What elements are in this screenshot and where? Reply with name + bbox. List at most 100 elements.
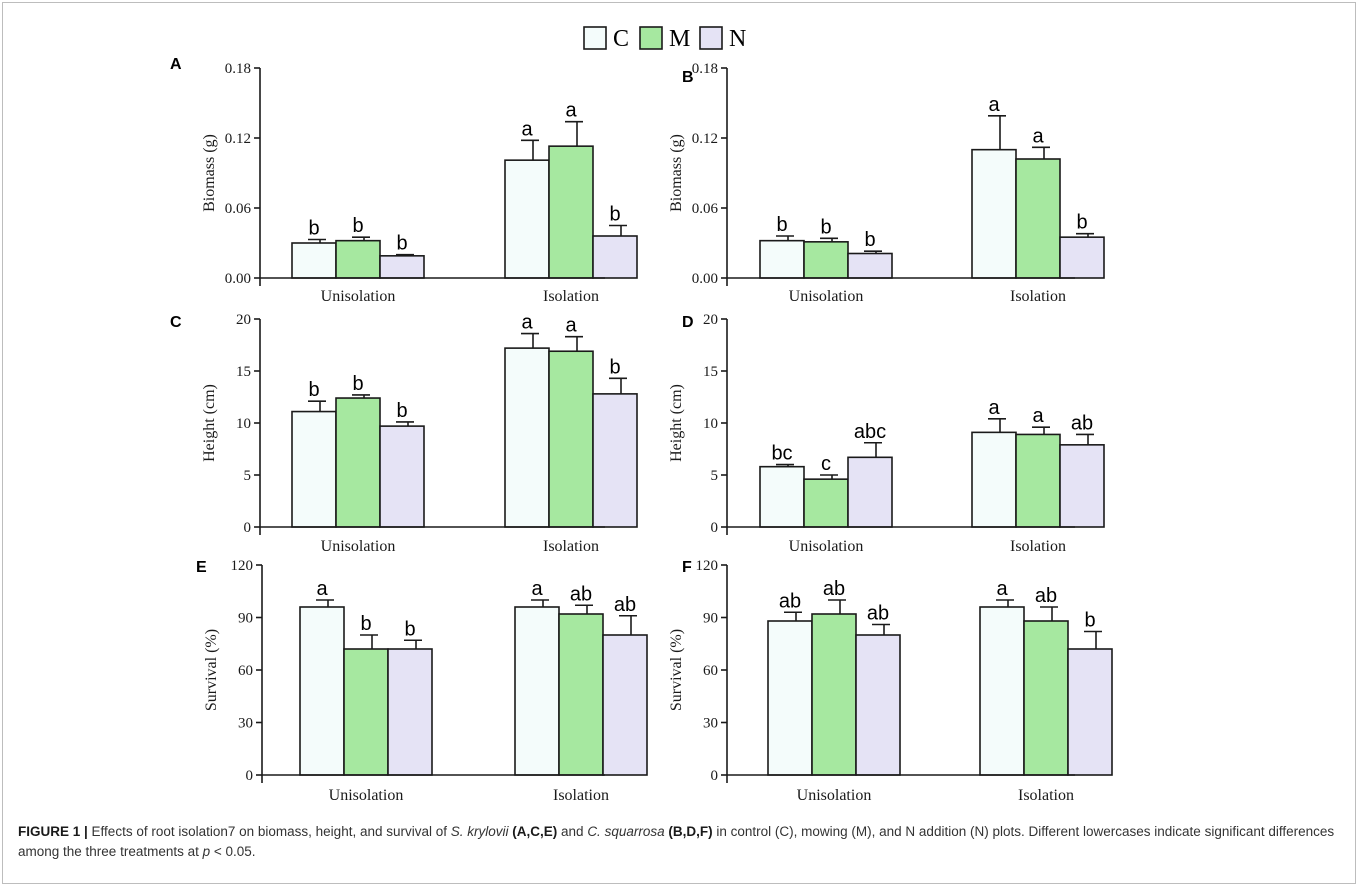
- sig-letter-b-c-1: a: [988, 94, 1000, 116]
- sig-letter-e-n-0: b: [404, 618, 415, 640]
- caption-panels-2: (B,D,F): [668, 824, 713, 839]
- sig-letter-f-n-1: b: [1084, 610, 1095, 632]
- caption-text-2: and: [557, 824, 588, 839]
- sig-letter-d-m-1: a: [1032, 405, 1044, 427]
- bar-a-n-unisolation: [379, 255, 425, 279]
- sig-letter-a-m-1: a: [565, 100, 577, 122]
- panel-c: Cb b b Unisolation a a b Isolation 0 5 10 15 20 Heigh…: [170, 312, 638, 555]
- figure-caption: FIGURE 1 | Effects of root isolation7 on…: [18, 822, 1338, 862]
- y-tick-label-d-0: 0: [711, 520, 719, 536]
- bar-e-n-unisolation: [387, 648, 433, 776]
- y-tick-label-d-4: 20: [703, 312, 718, 328]
- panel-letter-b: B: [682, 69, 694, 86]
- y-tick-label-b-1: 0.06: [692, 201, 719, 217]
- sig-letter-a-m-0: b: [352, 215, 363, 237]
- sig-letter-c-n-1: b: [609, 356, 620, 378]
- sig-letter-f-n-0: ab: [867, 603, 889, 625]
- y-tick-label-f-2: 60: [703, 663, 718, 679]
- sig-letter-e-m-0: b: [360, 613, 371, 635]
- y-tick-label-d-3: 15: [703, 364, 718, 380]
- legend-label-c: C: [613, 26, 629, 52]
- y-tick-label-e-3: 90: [238, 611, 253, 627]
- y-tick-label-c-2: 10: [236, 416, 251, 432]
- y-tick-label-a-2: 0.12: [225, 131, 251, 147]
- bar-b-m-unisolation: [803, 241, 849, 279]
- category-label-f-1: Isolation: [1018, 787, 1074, 804]
- category-label-e-0: Unisolation: [329, 787, 404, 804]
- bar-c-m-unisolation: [335, 397, 381, 528]
- legend-label-m: M: [669, 26, 690, 52]
- bar-e-c-isolation: [514, 606, 560, 776]
- bar-d-n-unisolation: [847, 456, 893, 528]
- sig-letter-a-n-1: b: [609, 204, 620, 226]
- y-tick-label-e-0: 0: [246, 768, 254, 784]
- sig-letter-b-m-0: b: [820, 216, 831, 238]
- bar-f-c-unisolation: [767, 620, 813, 776]
- panel-letter-a: A: [170, 56, 182, 73]
- y-tick-label-c-3: 15: [236, 364, 251, 380]
- y-tick-label-b-0: 0.00: [692, 271, 718, 287]
- y-tick-label-e-2: 60: [238, 663, 253, 679]
- bar-d-c-isolation: [971, 431, 1017, 528]
- bar-d-m-unisolation: [803, 478, 849, 528]
- bar-e-c-unisolation: [299, 606, 345, 776]
- sig-letter-e-m-1: ab: [570, 583, 592, 605]
- bar-a-c-unisolation: [291, 242, 337, 279]
- panel-letter-c: C: [170, 314, 182, 331]
- y-tick-label-a-3: 0.18: [225, 61, 251, 77]
- bar-d-c-unisolation: [759, 465, 805, 528]
- bar-a-n-isolation: [592, 235, 638, 279]
- sig-letter-e-n-1: ab: [614, 594, 636, 616]
- bar-a-m-unisolation: [335, 239, 381, 279]
- y-axis-title-b: Biomass (g): [668, 134, 685, 212]
- category-label-b-1: Isolation: [1010, 288, 1066, 305]
- caption-species-1: S. krylovii: [450, 824, 509, 839]
- sig-letter-b-n-1: b: [1076, 212, 1087, 234]
- y-tick-label-f-1: 30: [703, 716, 718, 732]
- category-label-d-0: Unisolation: [789, 538, 864, 555]
- bar-b-c-isolation: [971, 148, 1017, 279]
- category-label-e-1: Isolation: [553, 787, 609, 804]
- bar-f-m-unisolation: [811, 613, 857, 776]
- bar-f-n-unisolation: [855, 634, 901, 776]
- bar-a-c-isolation: [504, 159, 550, 279]
- y-axis-title-c: Height (cm): [201, 384, 218, 462]
- bar-b-c-unisolation: [759, 239, 805, 279]
- panel-letter-d: D: [682, 314, 694, 331]
- bar-c-n-unisolation: [379, 425, 425, 528]
- bar-a-m-isolation: [548, 145, 594, 279]
- legend-swatch-c: [583, 26, 607, 50]
- y-axis-title-f: Survival (%): [668, 629, 685, 711]
- bar-b-n-unisolation: [847, 252, 893, 279]
- y-tick-label-c-4: 20: [236, 312, 251, 328]
- sig-letter-b-n-0: b: [864, 229, 875, 251]
- category-label-c-1: Isolation: [543, 538, 599, 555]
- y-axis-title-d: Height (cm): [668, 384, 685, 462]
- caption-species-2: C. squarrosa: [587, 824, 665, 839]
- sig-letter-b-m-1: a: [1032, 125, 1044, 147]
- panel-letter-f: F: [682, 559, 692, 576]
- sig-letter-d-n-1: ab: [1071, 412, 1093, 434]
- y-tick-label-e-1: 30: [238, 716, 253, 732]
- y-tick-label-b-2: 0.12: [692, 131, 718, 147]
- sig-letter-f-c-0: ab: [779, 590, 801, 612]
- bar-b-n-isolation: [1059, 236, 1105, 279]
- bar-c-c-unisolation: [291, 410, 337, 528]
- chart-panels: Ab bbUnisolationaabIsolation0.000.060.120…: [170, 56, 1113, 804]
- sig-letter-f-m-1: ab: [1035, 585, 1057, 607]
- category-label-a-0: Unisolation: [321, 288, 396, 305]
- caption-label: FIGURE 1 |: [18, 824, 88, 839]
- y-tick-label-c-1: 5: [244, 468, 252, 484]
- panel-letter-e: E: [196, 559, 207, 576]
- sig-letter-f-m-0: ab: [823, 578, 845, 600]
- sig-letter-f-c-1: a: [996, 578, 1008, 600]
- sig-letter-e-c-1: a: [531, 578, 543, 600]
- sig-letter-c-m-0: b: [352, 373, 363, 395]
- bar-d-m-isolation: [1015, 433, 1061, 528]
- sig-letter-d-m-0: c: [821, 453, 831, 475]
